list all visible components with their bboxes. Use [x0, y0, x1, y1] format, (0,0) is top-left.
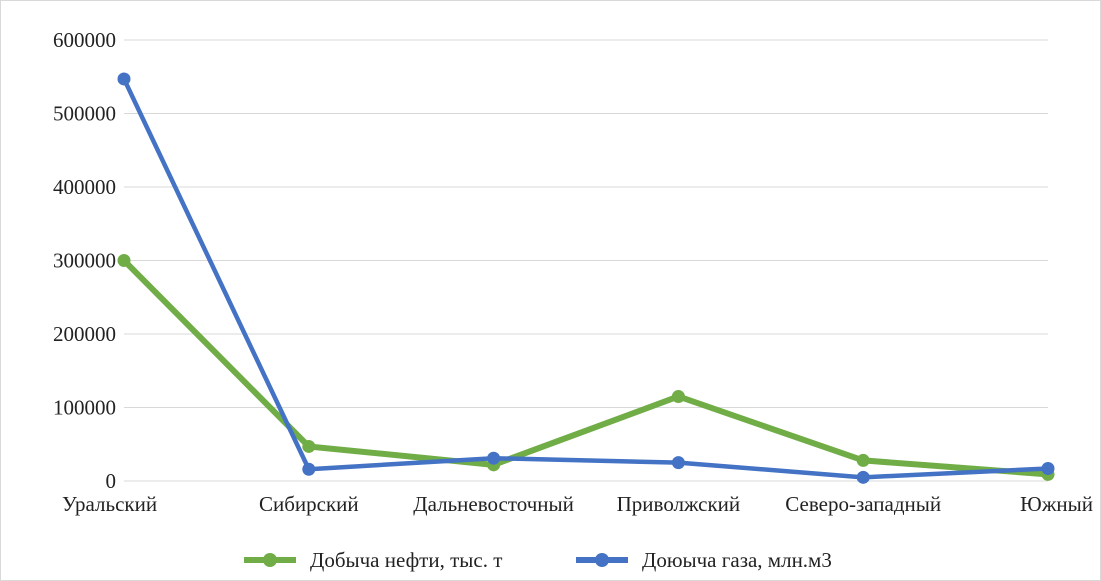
y-tick-label: 600000	[53, 28, 116, 52]
x-axis-ticks: Уральский Сибирский Дальневосточный Приволж…	[62, 492, 1093, 516]
y-tick-label: 300000	[53, 249, 116, 273]
y-axis-ticks: 0 100000 200000 300000 400000 500000 600000	[53, 28, 116, 493]
data-point	[671, 456, 685, 470]
data-point	[856, 470, 870, 484]
series-line	[121, 257, 1051, 478]
x-tick-label: Северо-западный	[785, 492, 941, 516]
y-tick-label: 500000	[53, 102, 116, 126]
legend: Добыча нефти, тыс. т Доюыча газа, млн.м3	[244, 548, 832, 572]
series-1	[117, 72, 1055, 484]
y-tick-label: 100000	[53, 396, 116, 420]
data-point	[671, 389, 685, 403]
data-point	[302, 439, 316, 453]
series-line	[121, 76, 1051, 480]
legend-swatch-marker	[595, 553, 609, 567]
legend-swatch-marker	[263, 553, 277, 567]
series-0	[117, 254, 1055, 481]
legend-label: Добыча нефти, тыс. т	[310, 548, 502, 572]
data-point	[1041, 462, 1055, 476]
y-tick-label: 0	[106, 469, 117, 493]
y-tick-label: 400000	[53, 175, 116, 199]
x-tick-label: Уральский	[62, 492, 157, 516]
x-tick-label: Приволжский	[617, 492, 741, 516]
x-tick-label: Дальневосточный	[413, 492, 574, 516]
x-tick-label: Южный	[1020, 492, 1093, 516]
data-point	[117, 72, 131, 86]
data-point	[487, 451, 501, 465]
data-point	[856, 453, 870, 467]
legend-item-0: Добыча нефти, тыс. т	[244, 548, 502, 572]
legend-label: Доюыча газа, млн.м3	[642, 548, 832, 572]
data-point	[302, 462, 316, 476]
series-layer	[117, 72, 1055, 484]
y-tick-label: 200000	[53, 322, 116, 346]
data-point	[117, 254, 131, 267]
x-tick-label: Сибирский	[259, 492, 359, 516]
grid-lines	[124, 39, 1048, 482]
legend-item-1: Доюыча газа, млн.м3	[576, 548, 832, 572]
